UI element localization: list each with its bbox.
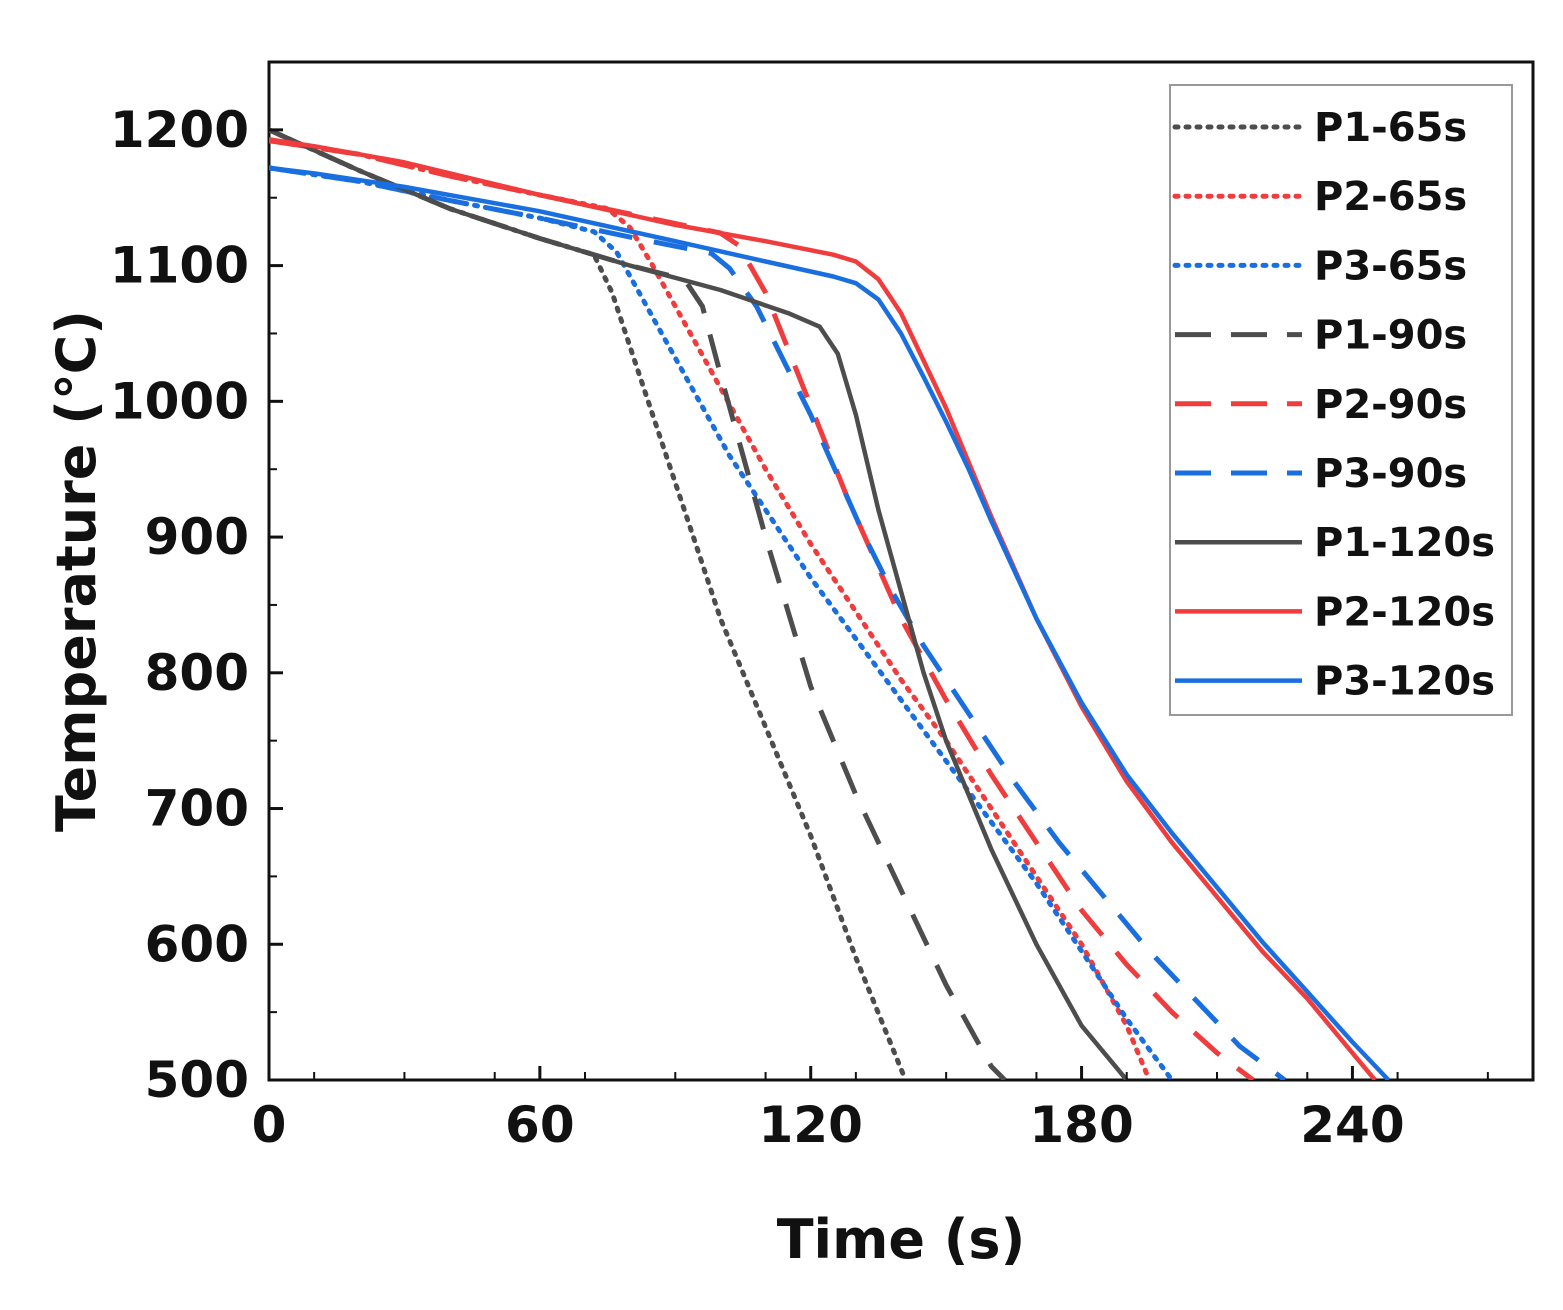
legend: P1-65s P2-65s P3-65s P1-90s P2-90s P3-90s P1-1…: [1169, 84, 1513, 716]
series-line-p2-65s: [269, 138, 1152, 1080]
y-tick-label: 700: [145, 780, 249, 838]
series-layer: [269, 127, 1391, 1080]
y-tick-label: 1200: [110, 101, 249, 159]
series-line-p2-120s: [269, 137, 1377, 1080]
series-line-p2-90s: [269, 138, 1255, 1080]
legend-label-p1-65s: P1-65s: [1314, 105, 1467, 151]
x-tick-label: 0: [252, 1096, 287, 1154]
y-tick-label: 1000: [110, 372, 249, 430]
x-axis-title: Time (s): [777, 1208, 1026, 1271]
series-line-p3-120s: [269, 165, 1391, 1080]
y-tick-label: 500: [145, 1051, 249, 1109]
series-line-p1-120s: [269, 127, 1129, 1080]
series-line-p3-65s: [269, 165, 1175, 1080]
y-tick-label: 1100: [110, 237, 249, 295]
y-tick-label: 800: [145, 644, 249, 702]
series-line-p1-90s: [269, 127, 1007, 1080]
series-line-p3-90s: [269, 165, 1287, 1080]
legend-label-p1-90s: P1-90s: [1314, 313, 1467, 359]
plot-area-frame: [267, 60, 1535, 1082]
y-tick-label: 600: [145, 915, 249, 973]
legend-label-p2-65s: P2-65s: [1314, 174, 1467, 220]
y-axis-title: Temperature (℃): [45, 310, 108, 832]
x-tick-label: 60: [505, 1096, 575, 1154]
legend-label-p3-90s: P3-90s: [1314, 451, 1467, 497]
legend-label-p2-120s: P2-120s: [1314, 589, 1495, 635]
y-tick-label: 900: [145, 508, 249, 566]
x-tick-label: 240: [1300, 1096, 1404, 1154]
tick-layer: 0 60 120 180 240 500 600 700 800 900 1000 1100 1200: [110, 101, 1489, 1154]
legend-label-p2-90s: P2-90s: [1314, 382, 1467, 428]
x-tick-label: 120: [759, 1096, 863, 1154]
x-tick-label: 180: [1029, 1096, 1133, 1154]
legend-label-p3-120s: P3-120s: [1314, 659, 1495, 705]
legend-label-p3-65s: P3-65s: [1314, 243, 1467, 289]
legend-label-p1-120s: P1-120s: [1314, 520, 1495, 566]
